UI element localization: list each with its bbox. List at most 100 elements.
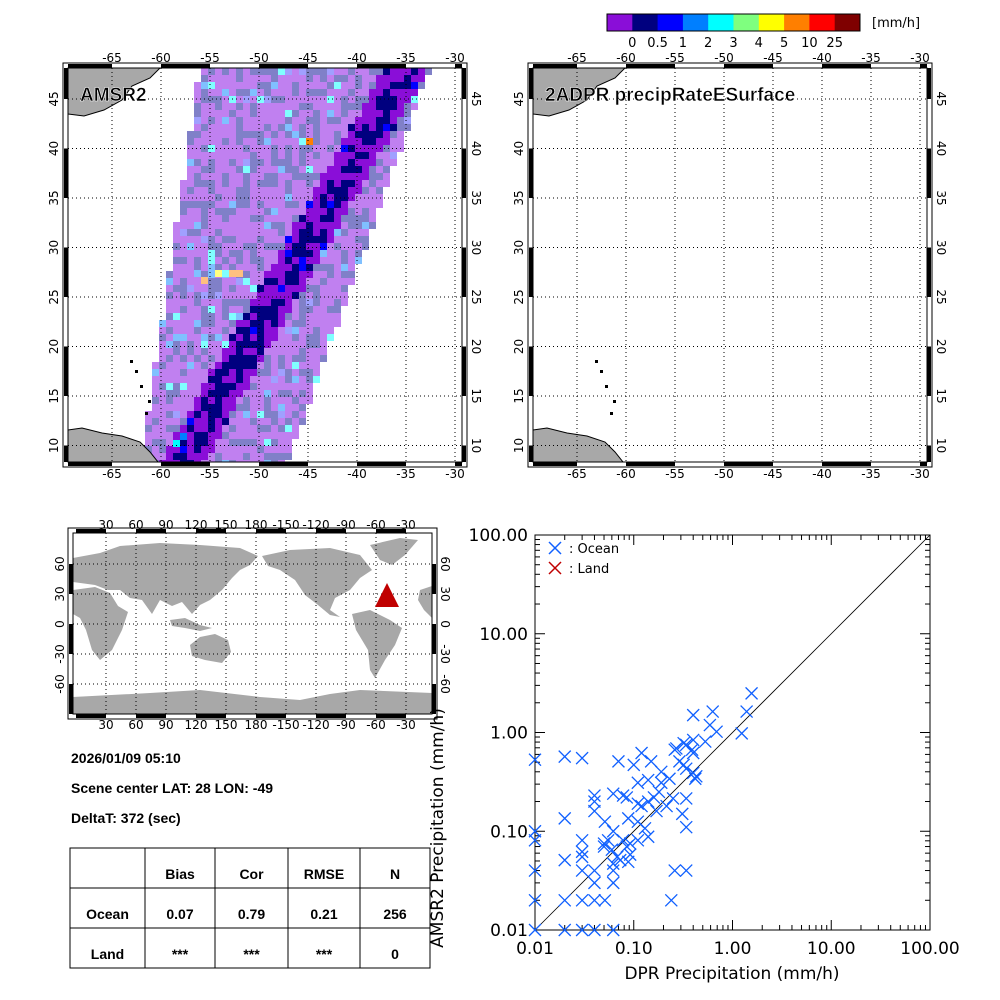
swath-pixel xyxy=(180,425,187,432)
swath-pixel xyxy=(313,278,320,285)
swath-pixel xyxy=(313,250,320,257)
frame-tick xyxy=(529,346,533,396)
swath-pixel xyxy=(222,334,229,341)
swath-pixel xyxy=(292,327,299,334)
swath-pixel xyxy=(166,285,173,292)
swath-pixel xyxy=(348,110,355,117)
swath-pixel xyxy=(215,383,222,390)
lon-tick-label: -50 xyxy=(249,51,269,65)
swath-pixel xyxy=(229,75,236,82)
lon-tick-label: -30 xyxy=(396,518,416,532)
swath-pixel xyxy=(222,222,229,229)
swath-pixel xyxy=(173,264,180,271)
lon-tick-label: -35 xyxy=(861,467,881,481)
swath-pixel xyxy=(173,299,180,306)
lon-tick-label: -60 xyxy=(151,467,171,481)
swath-pixel xyxy=(285,117,292,124)
swath-pixel xyxy=(306,201,313,208)
swath-pixel xyxy=(334,285,341,292)
swath-pixel xyxy=(250,432,257,439)
swath-pixel xyxy=(397,89,404,96)
swath-pixel xyxy=(243,180,250,187)
swath-pixel xyxy=(215,299,222,306)
swath-pixel xyxy=(390,103,397,110)
swath-pixel xyxy=(187,208,194,215)
swath-pixel xyxy=(271,320,278,327)
swath-pixel xyxy=(257,110,264,117)
swath-pixel xyxy=(257,159,264,166)
swath-pixel xyxy=(180,180,187,187)
swath-pixel xyxy=(215,194,222,201)
swath-pixel xyxy=(285,243,292,250)
swath-pixel xyxy=(250,264,257,271)
swath-pixel xyxy=(348,166,355,173)
swath-pixel xyxy=(320,166,327,173)
lat-tick-label: 15 xyxy=(47,388,61,403)
swath-pixel xyxy=(173,257,180,264)
swath-pixel xyxy=(278,313,285,320)
data-point-ocean xyxy=(740,705,754,719)
lat-tick-label: 15 xyxy=(469,388,483,403)
swath-pixel xyxy=(194,201,201,208)
swath-pixel xyxy=(201,117,208,124)
swath-pixel xyxy=(145,411,152,418)
data-point-ocean xyxy=(597,837,611,851)
x-axis-label: DPR Precipitation (mm/h) xyxy=(624,964,839,984)
swath-pixel xyxy=(229,369,236,376)
swath-pixel xyxy=(152,432,159,439)
y-tick-label: 0.01 xyxy=(490,921,528,941)
swath-pixel xyxy=(278,124,285,131)
swath-pixel xyxy=(292,187,299,194)
lat-tick-label: 10 xyxy=(47,438,61,453)
swath-pixel xyxy=(222,320,229,327)
swath-pixel xyxy=(306,250,313,257)
swath-pixel xyxy=(299,236,306,243)
swath-pixel xyxy=(173,243,180,250)
colorbar-label: 0.5 xyxy=(647,36,668,51)
swath-pixel xyxy=(320,334,327,341)
swath-pixel xyxy=(285,89,292,96)
swath-pixel xyxy=(187,243,194,250)
swath-pixel xyxy=(180,278,187,285)
swath-pixel xyxy=(369,124,376,131)
swath-pixel xyxy=(271,362,278,369)
swath-pixel xyxy=(250,180,257,187)
swath-pixel xyxy=(215,348,222,355)
swath-pixel xyxy=(201,138,208,145)
swath-pixel xyxy=(243,201,250,208)
lon-tick-label: -55 xyxy=(200,467,220,481)
swath-pixel xyxy=(369,103,376,110)
swath-pixel xyxy=(271,292,278,299)
swath-pixel xyxy=(257,152,264,159)
swath-pixel xyxy=(348,180,355,187)
colorbar-swatch xyxy=(708,14,734,31)
swath-pixel xyxy=(208,362,215,369)
swath-pixel xyxy=(250,271,257,278)
swath-pixel xyxy=(278,145,285,152)
swath-pixel xyxy=(362,166,369,173)
swath-pixel xyxy=(215,418,222,425)
swath-pixel xyxy=(257,334,264,341)
swath-pixel xyxy=(208,278,215,285)
swath-pixel xyxy=(306,320,313,327)
swath-pixel xyxy=(222,250,229,257)
swath-pixel xyxy=(327,271,334,278)
data-point-ocean xyxy=(641,830,655,844)
swath-pixel xyxy=(341,285,348,292)
swath-pixel xyxy=(348,215,355,222)
swath-pixel xyxy=(222,418,229,425)
swath-pixel xyxy=(320,229,327,236)
lon-tick-label: -90 xyxy=(336,518,356,532)
swath-pixel xyxy=(194,439,201,446)
swath-pixel xyxy=(299,131,306,138)
data-point-ocean xyxy=(735,726,749,740)
frame-tick xyxy=(533,64,577,68)
swath-pixel xyxy=(285,348,292,355)
swath-pixel xyxy=(208,446,215,453)
frame-tick xyxy=(724,462,773,466)
swath-pixel xyxy=(271,159,278,166)
swath-pixel xyxy=(187,390,194,397)
swath-pixel xyxy=(159,404,166,411)
swath-pixel xyxy=(362,131,369,138)
swath-pixel xyxy=(383,117,390,124)
